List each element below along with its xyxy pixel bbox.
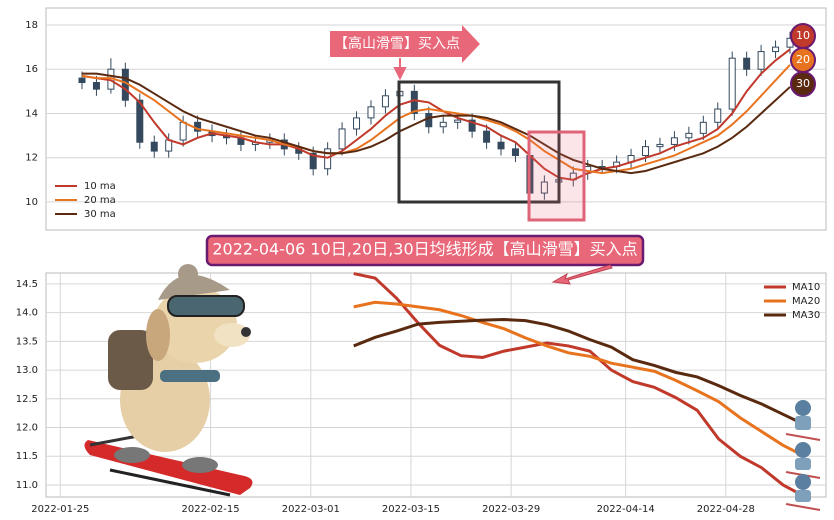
candle-body (497, 141, 505, 150)
x-tick-label: 2022-03-01 (282, 504, 340, 515)
candle-body (425, 112, 433, 128)
candle-body (136, 99, 144, 143)
candle-body (78, 77, 86, 84)
legend-label: MA20 (792, 296, 820, 307)
y-tick-label: 13.0 (16, 365, 38, 376)
ma-line (81, 64, 791, 175)
y-tick-label: 11.5 (16, 451, 38, 462)
x-tick-label: 2022-01-25 (31, 504, 89, 515)
x-tick-label: 2022-04-14 (597, 504, 655, 515)
candle-body (150, 141, 158, 152)
y-tick-label: 14.0 (16, 308, 38, 319)
candle-body (642, 146, 650, 156)
badge (790, 71, 816, 97)
y-tick-label: 12.5 (16, 394, 38, 405)
candle-body (656, 143, 664, 148)
candle-body (483, 130, 491, 143)
legend-label: MA10 (792, 282, 820, 293)
y-tick-label: 18 (25, 20, 38, 31)
candle-body (743, 57, 751, 70)
y-tick-label: 11.0 (16, 480, 38, 491)
legend-label: MA30 (792, 310, 820, 321)
legend-label: 30 ma (84, 209, 116, 220)
skier-icons (785, 400, 821, 511)
y-tick-label: 14 (25, 108, 38, 119)
y-tick-label: 13.5 (16, 336, 38, 347)
ma-line (82, 72, 791, 175)
candle-body (772, 46, 780, 53)
candle-body (468, 119, 476, 132)
candle-body (511, 148, 519, 156)
candle-body (454, 119, 462, 123)
badge-label: 10 (796, 29, 810, 42)
y-tick-label: 12 (25, 153, 38, 164)
title-arrow (551, 264, 613, 285)
candle-body (410, 90, 418, 114)
candle-body (338, 128, 346, 150)
candle-body (439, 121, 447, 128)
x-tick-label: 2022-04-28 (697, 504, 755, 515)
chart-title: 2022-04-06 10日,20日,30日均线形成【高山滑雪】买入点 (212, 240, 637, 259)
candle-body (179, 121, 187, 141)
badge-label: 30 (796, 77, 810, 90)
ma-line (353, 318, 806, 426)
ma-line (353, 300, 806, 458)
candle-body (757, 51, 765, 70)
x-tick-label: 2022-02-15 (182, 504, 240, 515)
highlight-box-pink (527, 130, 586, 222)
x-tick-label: 2022-03-29 (482, 504, 540, 515)
candle-body (685, 132, 693, 139)
ma-line (353, 272, 806, 498)
candle-body (309, 152, 317, 170)
annotation: 【高山滑雪】买入点 (334, 35, 460, 52)
candle-body (728, 57, 736, 110)
candle-body (92, 82, 100, 90)
candle-body (670, 137, 678, 145)
legend-label: 10 ma (84, 181, 116, 192)
ma-line (81, 48, 791, 181)
y-tick-label: 12.0 (16, 423, 38, 434)
candle-body (714, 108, 722, 123)
y-tick-label: 14.5 (16, 279, 38, 290)
y-tick-label: 16 (25, 64, 38, 75)
dog-illustration (84, 264, 253, 497)
candle-body (699, 121, 707, 134)
candle-body (381, 95, 389, 108)
badge-label: 20 (796, 53, 810, 66)
legend-label: 20 ma (84, 195, 116, 206)
candle-body (367, 106, 375, 119)
candle-body (540, 181, 548, 194)
title-box (205, 234, 645, 267)
top-plot: 10 12 14 16 18 10 ma 20 ma 30 ma 10 20 30 (25, 20, 826, 220)
y-tick-label: 10 (25, 197, 38, 208)
x-tick-label: 2022-03-15 (382, 504, 440, 515)
pointer (393, 58, 407, 81)
candle-body (353, 117, 361, 130)
annotation-arrow (330, 25, 480, 63)
candle-body (324, 148, 332, 170)
highlight-box (397, 80, 561, 204)
